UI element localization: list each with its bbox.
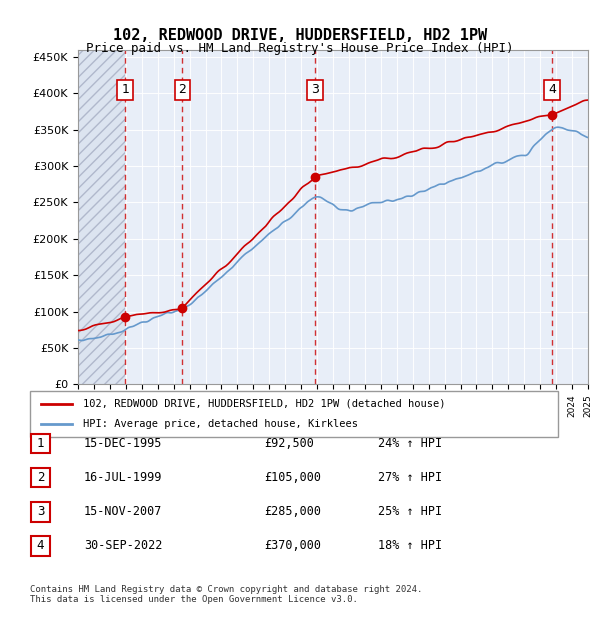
Text: 15-NOV-2007: 15-NOV-2007 xyxy=(84,505,163,518)
Text: 102, REDWOOD DRIVE, HUDDERSFIELD, HD2 1PW: 102, REDWOOD DRIVE, HUDDERSFIELD, HD2 1P… xyxy=(113,28,487,43)
FancyBboxPatch shape xyxy=(31,434,50,453)
Text: 15-DEC-1995: 15-DEC-1995 xyxy=(84,437,163,450)
Text: 2: 2 xyxy=(178,83,186,96)
Text: £285,000: £285,000 xyxy=(264,505,321,518)
Text: Contains HM Land Registry data © Crown copyright and database right 2024.
This d: Contains HM Land Registry data © Crown c… xyxy=(30,585,422,604)
FancyBboxPatch shape xyxy=(31,468,50,487)
Bar xyxy=(78,50,125,384)
Text: 4: 4 xyxy=(37,539,44,552)
FancyBboxPatch shape xyxy=(31,502,50,521)
Text: £105,000: £105,000 xyxy=(264,471,321,484)
Text: 27% ↑ HPI: 27% ↑ HPI xyxy=(378,471,442,484)
FancyBboxPatch shape xyxy=(30,391,558,437)
Text: £370,000: £370,000 xyxy=(264,539,321,552)
Text: £92,500: £92,500 xyxy=(264,437,314,450)
Text: 3: 3 xyxy=(311,83,319,96)
FancyBboxPatch shape xyxy=(31,536,50,556)
Text: Price paid vs. HM Land Registry's House Price Index (HPI): Price paid vs. HM Land Registry's House … xyxy=(86,42,514,55)
Text: 3: 3 xyxy=(37,505,44,518)
Text: 25% ↑ HPI: 25% ↑ HPI xyxy=(378,505,442,518)
Text: 102, REDWOOD DRIVE, HUDDERSFIELD, HD2 1PW (detached house): 102, REDWOOD DRIVE, HUDDERSFIELD, HD2 1P… xyxy=(83,399,445,409)
Text: 18% ↑ HPI: 18% ↑ HPI xyxy=(378,539,442,552)
Text: HPI: Average price, detached house, Kirklees: HPI: Average price, detached house, Kirk… xyxy=(83,419,358,429)
Text: 1: 1 xyxy=(121,83,129,96)
Text: 24% ↑ HPI: 24% ↑ HPI xyxy=(378,437,442,450)
Text: 4: 4 xyxy=(548,83,556,96)
Text: 2: 2 xyxy=(37,471,44,484)
Text: 30-SEP-2022: 30-SEP-2022 xyxy=(84,539,163,552)
Text: 1: 1 xyxy=(37,437,44,450)
Text: 16-JUL-1999: 16-JUL-1999 xyxy=(84,471,163,484)
